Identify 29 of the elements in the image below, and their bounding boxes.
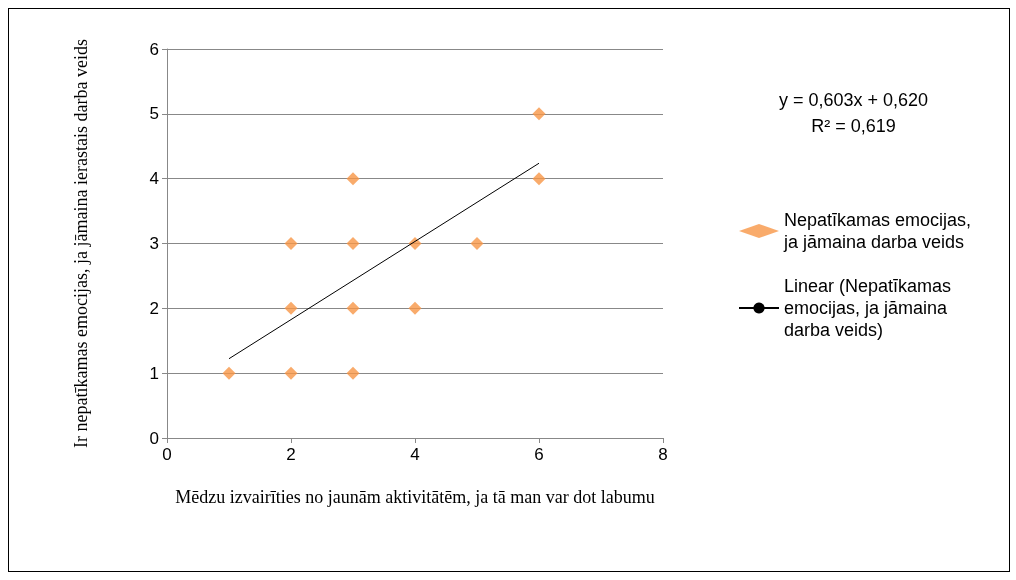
x-tick-label: 8 — [658, 445, 668, 464]
point — [470, 237, 484, 250]
y-tick-label: 3 — [149, 234, 159, 253]
point — [284, 237, 298, 250]
y-tick-label: 4 — [149, 169, 159, 189]
point — [408, 301, 422, 315]
legend-label: Linear (Nepatīkamas emocijas, ja jāmaina darba veids) — [784, 276, 957, 340]
point — [346, 237, 360, 250]
point — [346, 172, 360, 186]
point — [532, 107, 546, 121]
point — [284, 301, 298, 315]
x-tick-label: 0 — [162, 445, 172, 464]
x-tick-label: 6 — [534, 445, 544, 464]
point — [222, 366, 236, 380]
y-tick-label: 6 — [149, 39, 159, 59]
x-tick-label: 2 — [286, 445, 296, 464]
y-tick-label: 1 — [149, 363, 159, 383]
y-axis-title: Ir nepatīkamas emocijas, ja jāmaina ierastais darba veids — [71, 39, 91, 448]
text: y = 0,603x + 0,620 R² = 0,619 — [779, 90, 929, 136]
point — [532, 172, 546, 186]
legend-label: Nepatīkamas emocijas, ja jāmaina darba veids — [783, 210, 977, 252]
y-tick-label: 0 — [149, 428, 159, 448]
point — [284, 366, 298, 380]
point — [346, 301, 360, 315]
y-tick-label: 5 — [149, 104, 159, 124]
point — [346, 366, 360, 380]
x-tick-label: 4 — [410, 445, 420, 464]
y-tick-label: 2 — [149, 298, 159, 318]
x-axis-title: Mēdzu izvairīties no jaunām aktivitātēm, ja tā man var dot labumu — [175, 487, 655, 507]
